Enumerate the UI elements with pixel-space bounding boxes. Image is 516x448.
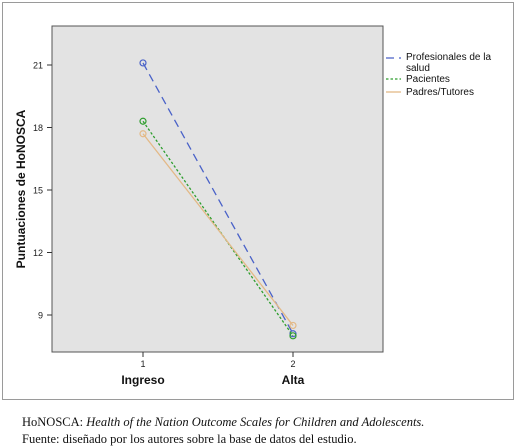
- data-point: [139, 130, 147, 138]
- y-tick-label: 21: [33, 61, 43, 71]
- caption-source: Fuente: diseñado por los autores sobre l…: [22, 432, 357, 446]
- data-point: [139, 117, 147, 125]
- x-tick-label: 1: [140, 359, 145, 369]
- figure-frame: 9 12 15 18 21 1 Ingreso 2 Alta Profesionales de…: [2, 2, 514, 400]
- legend-label: Profesionales de la salud: [406, 52, 491, 74]
- data-point: [139, 59, 147, 67]
- legend-label: Padres/Tutores: [406, 87, 474, 98]
- caption-expansion: Health of the Nation Outcome Scales for …: [86, 415, 425, 429]
- data-point: [289, 330, 297, 338]
- y-tick-label: 15: [33, 186, 43, 196]
- caption-abbreviation: HoNOSCA: Health of the Nation Outcome Sc…: [22, 414, 512, 431]
- series-layer: [139, 59, 297, 340]
- data-point: [289, 321, 297, 330]
- x-tick-label: 2: [290, 359, 295, 369]
- y-tick-label: 12: [33, 248, 43, 258]
- y-tick-label: 18: [33, 123, 43, 133]
- y-tick-label: 9: [38, 311, 43, 321]
- legend-label: Pacientes: [406, 74, 450, 85]
- x-category-label: Ingreso: [121, 373, 164, 387]
- plot-area: [51, 25, 384, 353]
- data-point: [289, 332, 297, 340]
- y-axis-title: Puntuaciones de HoNOSCA: [14, 109, 28, 268]
- y-axis: 9 12 15 18 21: [33, 61, 52, 321]
- caption-label: HoNOSCA:: [22, 415, 87, 429]
- series-line: [142, 133, 294, 326]
- chart: 9 12 15 18 21 1 Ingreso 2 Alta Profesionales de…: [14, 25, 491, 387]
- x-category-label: Alta: [282, 373, 305, 387]
- x-axis: 1 Ingreso 2 Alta: [121, 352, 305, 387]
